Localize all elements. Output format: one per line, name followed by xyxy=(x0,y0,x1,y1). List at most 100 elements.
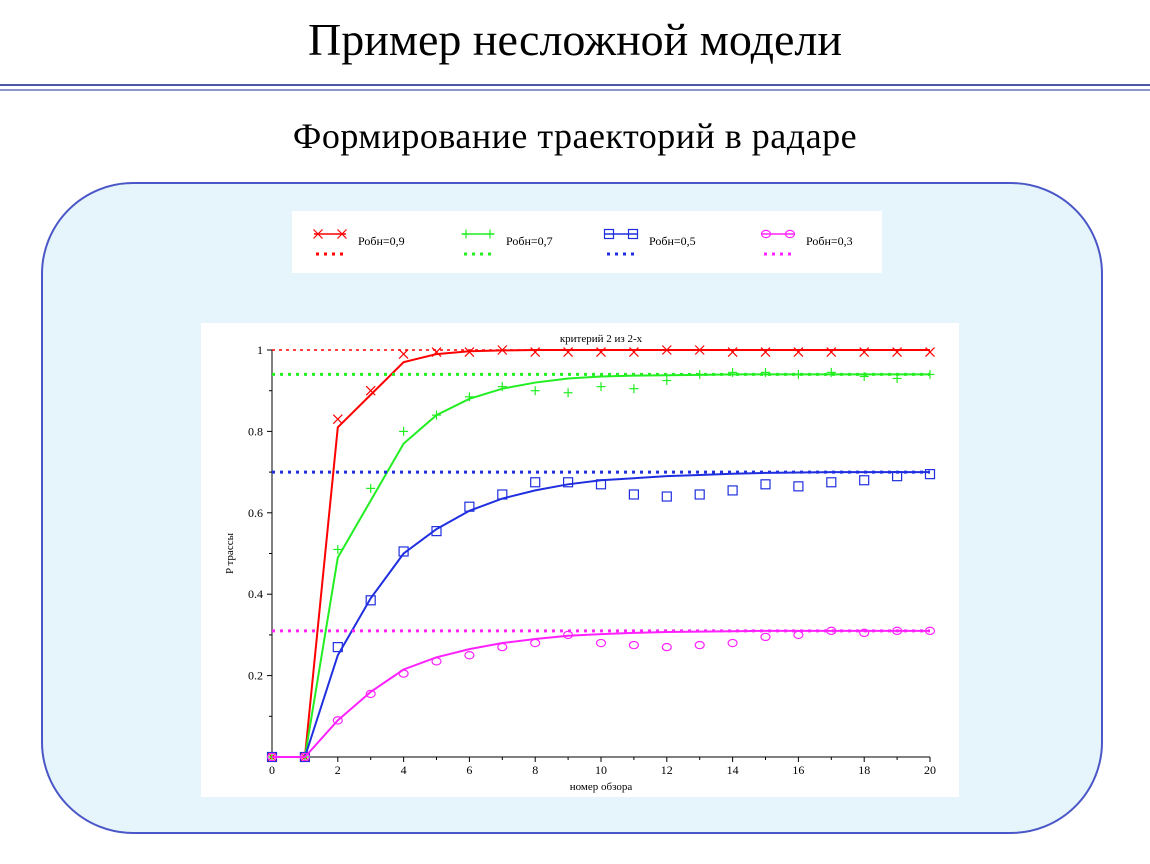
series-red-point-b xyxy=(431,347,442,357)
series-red-point xyxy=(398,349,409,359)
legend-item-magenta: Робн=0,3 xyxy=(760,229,853,256)
series-red-point xyxy=(859,347,870,357)
series-green-point xyxy=(859,371,869,381)
series-blue-point xyxy=(398,546,409,557)
x-tick-label: 6 xyxy=(466,763,472,777)
series-magenta-point-a xyxy=(266,752,278,762)
series-red-point-b xyxy=(694,345,705,355)
series-magenta-point-a xyxy=(299,752,311,762)
series-blue-point-a xyxy=(760,479,771,490)
series-red-point-b xyxy=(892,347,903,357)
series-red-point xyxy=(727,347,738,357)
series-magenta-point xyxy=(826,626,837,636)
chart-title: критерий 2 из 2-х xyxy=(560,333,643,345)
square-mark-icon-a xyxy=(627,228,639,240)
series-red-point xyxy=(596,347,606,357)
series-magenta-point xyxy=(431,657,442,666)
series-magenta-point xyxy=(924,626,936,636)
series-blue-point-a xyxy=(924,469,936,480)
series-red-point xyxy=(925,347,935,357)
series-red-point-b xyxy=(859,347,870,357)
series-blue-point-a xyxy=(365,595,376,606)
series-blue-point-a xyxy=(891,471,903,482)
series-green-point xyxy=(826,367,836,377)
series-red-point xyxy=(892,347,903,357)
y-axis-label: P трассы xyxy=(224,532,236,574)
series-magenta-point xyxy=(628,640,639,650)
series-red-point xyxy=(628,347,639,357)
series-blue-point xyxy=(332,642,343,653)
series-magenta-point-a xyxy=(398,669,409,678)
series-blue-point-a xyxy=(694,489,705,500)
series-magenta-point xyxy=(694,640,705,650)
series-magenta-point-a xyxy=(365,689,376,699)
series-magenta-point-a xyxy=(924,626,936,636)
series-magenta-point xyxy=(727,638,738,648)
series-green-curve xyxy=(272,373,930,758)
x-tick-label: 18 xyxy=(858,763,870,777)
y-tick-label: 0.6 xyxy=(248,506,263,520)
series-blue-point xyxy=(464,501,475,512)
series-blue-point xyxy=(924,469,936,480)
series-red-point xyxy=(826,347,837,357)
series-blue-point xyxy=(628,489,639,500)
series-red-point xyxy=(431,347,442,357)
x-axis-label: номер обзора xyxy=(570,781,633,793)
series-blue-point xyxy=(365,595,376,606)
chart-area: 0 2 4 6 8 10 12 14 16 18 20 0.2 0.4 0.6 0.8 1 критерий 2… xyxy=(201,323,959,797)
series-blue-point xyxy=(859,475,870,486)
series-blue-point-a xyxy=(628,489,639,500)
series-green-point xyxy=(728,367,738,377)
title-rule-top xyxy=(0,84,1150,86)
plus-mark-icon xyxy=(461,229,471,239)
slide-title: Пример несложной модели xyxy=(308,14,842,65)
series-green-point xyxy=(662,376,672,386)
series-red-point xyxy=(661,345,672,355)
series-blue-point-a xyxy=(793,481,804,492)
series-magenta-point xyxy=(563,630,574,640)
series-green xyxy=(267,367,935,762)
series-blue-point-a xyxy=(826,477,837,488)
series-magenta-point-a xyxy=(464,651,475,660)
series-red-point xyxy=(563,347,574,357)
series-magenta-point-a xyxy=(891,626,903,636)
series-magenta-point-a xyxy=(595,638,607,648)
series-blue-point xyxy=(563,477,574,488)
square-mark-icon xyxy=(627,228,639,240)
series-magenta-point xyxy=(299,752,311,762)
x-tick-label: 12 xyxy=(661,763,673,777)
x-tick-label: 16 xyxy=(792,763,804,777)
x-tick-label: 2 xyxy=(335,763,341,777)
series-red-point-b xyxy=(464,347,475,357)
series-red-point-b xyxy=(596,347,606,357)
series-green-point xyxy=(793,369,803,379)
series-magenta-point-a xyxy=(694,640,705,650)
series-magenta-point xyxy=(497,642,508,652)
series-magenta-point-a xyxy=(628,640,639,650)
series-red-point-b xyxy=(760,347,771,357)
series-blue-point xyxy=(826,477,837,488)
y-tick-label: 0.8 xyxy=(248,424,263,438)
series-magenta-point-a xyxy=(431,657,442,666)
x-tick-label: 10 xyxy=(595,763,607,777)
series-magenta-point xyxy=(793,630,804,640)
series-magenta-point xyxy=(266,752,278,762)
series-green-point xyxy=(399,426,409,436)
series-magenta-point-a xyxy=(727,638,738,648)
x-tick-label: 20 xyxy=(924,763,936,777)
circle-mark-icon-a xyxy=(784,229,796,239)
series-green-point xyxy=(333,544,343,554)
series-green-point xyxy=(530,386,540,396)
legend-label: Робн=0,9 xyxy=(358,234,405,248)
series-red-point xyxy=(530,347,541,357)
series-red-point xyxy=(694,345,705,355)
series-red-point-b xyxy=(628,347,639,357)
series-green-point xyxy=(925,369,935,379)
series-magenta-point xyxy=(332,716,343,725)
series-blue-point-a xyxy=(661,491,672,502)
series-blue-point xyxy=(595,479,607,490)
series-red-point-b xyxy=(563,347,574,357)
series-red-point-b xyxy=(826,347,837,357)
legend-label: Робн=0,5 xyxy=(649,234,696,248)
series-red xyxy=(267,345,935,762)
